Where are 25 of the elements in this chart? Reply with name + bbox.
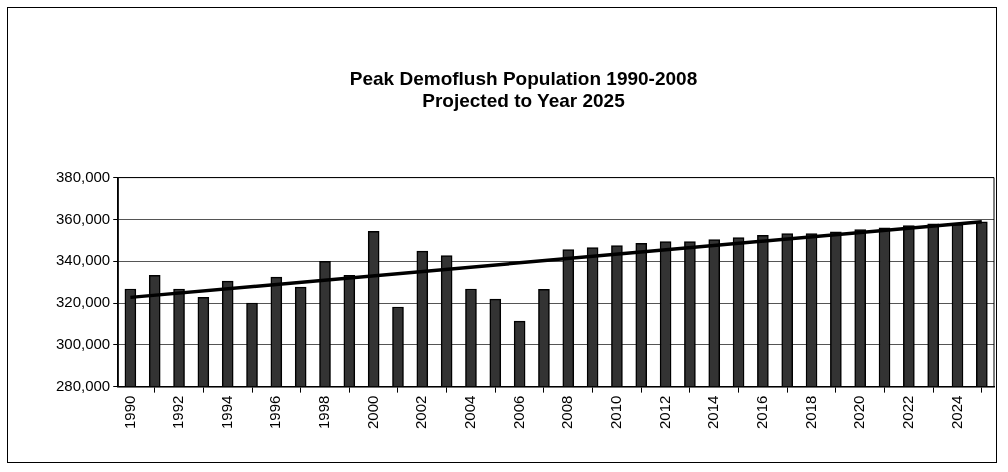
y-tick-label: 340,000 xyxy=(55,251,111,269)
x-tick-label: 1994 xyxy=(217,395,235,430)
chart-title: Peak Demoflush Population 1990-2008 Projected to Year 2025 xyxy=(349,67,698,112)
x-tick-label: 2018 xyxy=(801,395,819,430)
y-tick-label: 380,000 xyxy=(55,167,111,185)
x-tick-label: 2016 xyxy=(753,395,771,430)
x-tick-label: 2008 xyxy=(558,395,576,430)
x-tick-label: 2014 xyxy=(704,395,722,430)
x-tick-label: 2004 xyxy=(461,395,479,430)
x-tick-label: 2022 xyxy=(899,395,916,430)
x-tick-label: 2006 xyxy=(509,395,527,430)
y-tick-label: 300,000 xyxy=(55,334,111,352)
x-tick-label: 1992 xyxy=(169,395,187,430)
x-tick-label: 1990 xyxy=(120,395,138,430)
x-tick-label: 2012 xyxy=(655,395,673,430)
x-tick-label: 2020 xyxy=(850,395,868,430)
y-tick-label: 360,000 xyxy=(55,209,111,227)
x-tick-label: 2010 xyxy=(607,395,625,430)
x-tick-label: 2000 xyxy=(363,395,381,430)
y-tick-label: 320,000 xyxy=(55,293,111,311)
x-tick-label: 2002 xyxy=(412,395,430,430)
x-tick-label: 2024 xyxy=(947,395,965,430)
y-tick-label: 280,000 xyxy=(55,376,111,394)
x-tick-label: 1998 xyxy=(315,395,333,430)
x-tick-label: 1996 xyxy=(266,395,284,430)
